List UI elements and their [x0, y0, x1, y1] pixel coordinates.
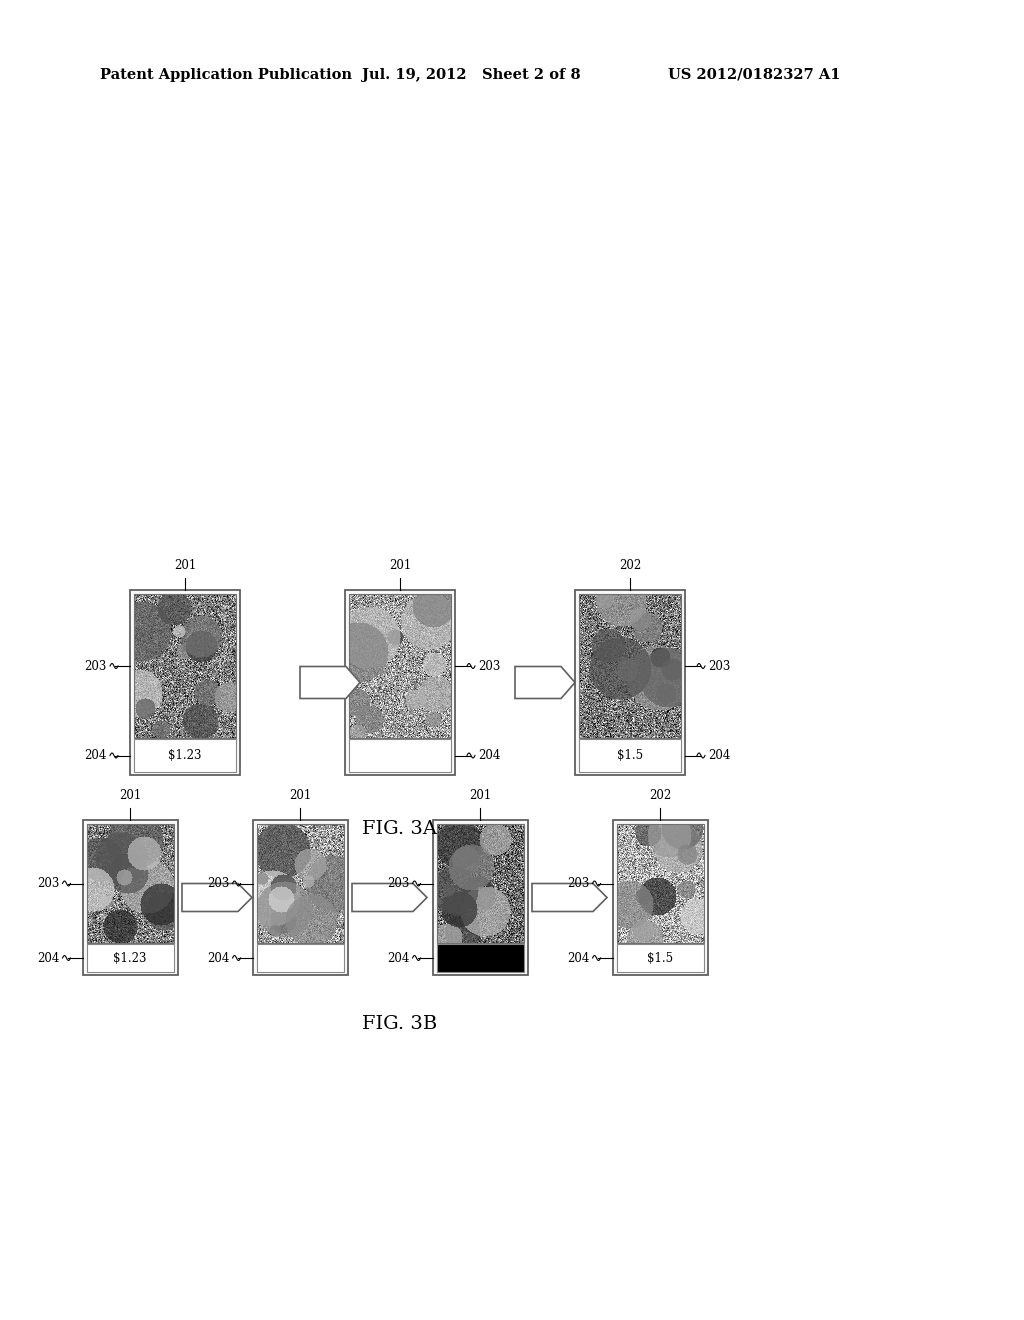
Bar [616, 824, 703, 942]
Bar [436, 824, 523, 942]
Bar [256, 824, 343, 942]
Polygon shape [532, 883, 607, 912]
Text: 201: 201 [174, 558, 197, 572]
Text: $1.5: $1.5 [616, 748, 643, 762]
Text: 203: 203 [567, 876, 590, 890]
Text: 201: 201 [469, 789, 492, 803]
Text: $1.23: $1.23 [114, 952, 146, 965]
Bar [86, 944, 173, 972]
Bar [575, 590, 685, 775]
Polygon shape [182, 883, 252, 912]
Polygon shape [515, 667, 575, 698]
Text: FIG. 3A: FIG. 3A [362, 820, 437, 838]
Text: 203: 203 [37, 876, 59, 890]
Text: 204: 204 [85, 748, 106, 762]
Text: 201: 201 [389, 558, 411, 572]
Bar [253, 820, 347, 975]
Polygon shape [352, 883, 427, 912]
Bar [436, 944, 523, 972]
Text: 201: 201 [289, 789, 311, 803]
Text: 203: 203 [207, 876, 229, 890]
Text: 204: 204 [567, 952, 590, 965]
Text: 204: 204 [37, 952, 59, 965]
Bar [256, 944, 343, 972]
Text: FIG. 3B: FIG. 3B [362, 1015, 437, 1034]
Text: 204: 204 [708, 748, 730, 762]
Text: $1.23: $1.23 [168, 748, 202, 762]
Polygon shape [300, 667, 360, 698]
Bar [134, 739, 236, 772]
Bar [130, 590, 240, 775]
Bar [579, 594, 681, 738]
Text: 202: 202 [649, 789, 671, 803]
Bar [134, 594, 236, 738]
Bar [349, 739, 451, 772]
Text: 203: 203 [85, 660, 106, 672]
Bar [86, 824, 173, 942]
Text: 203: 203 [478, 660, 501, 672]
Bar [612, 820, 708, 975]
Bar [349, 594, 451, 738]
Text: $1.5: $1.5 [647, 952, 673, 965]
Text: Patent Application Publication: Patent Application Publication [100, 69, 352, 82]
Bar [345, 590, 455, 775]
Text: 204: 204 [478, 748, 501, 762]
Bar [432, 820, 527, 975]
Bar [579, 739, 681, 772]
Bar [83, 820, 177, 975]
Text: Jul. 19, 2012   Sheet 2 of 8: Jul. 19, 2012 Sheet 2 of 8 [362, 69, 581, 82]
Bar [616, 944, 703, 972]
Text: US 2012/0182327 A1: US 2012/0182327 A1 [668, 69, 841, 82]
Text: 204: 204 [207, 952, 229, 965]
Text: 202: 202 [618, 558, 641, 572]
Text: 201: 201 [119, 789, 141, 803]
Text: 203: 203 [708, 660, 730, 672]
Text: 204: 204 [387, 952, 410, 965]
Text: 203: 203 [387, 876, 410, 890]
